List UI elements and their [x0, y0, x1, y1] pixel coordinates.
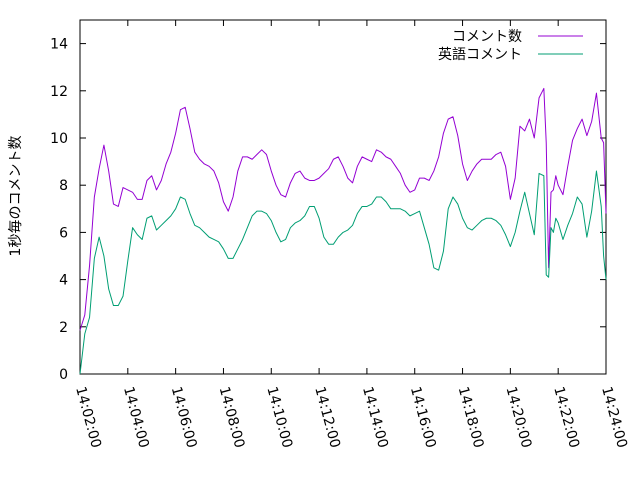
x-tick-label: 14:12:00 [311, 385, 343, 450]
x-tick-label: 14:24:00 [598, 385, 630, 450]
y-tick-label: 6 [59, 225, 68, 241]
y-tick-label: 0 [59, 367, 68, 383]
legend-label-0: コメント数 [452, 29, 522, 45]
series-line-0 [79, 87, 607, 331]
x-tick-label: 14:14:00 [359, 385, 391, 450]
x-tick-label: 14:22:00 [550, 385, 582, 450]
y-axis-label: 1秒毎のコメント数 [8, 136, 24, 257]
x-tick-label: 14:16:00 [407, 385, 439, 450]
x-tick-label: 14:06:00 [168, 385, 200, 450]
x-tick-label: 14:02:00 [72, 385, 104, 450]
series-layer [79, 87, 607, 375]
x-tick-label: 14:18:00 [455, 385, 487, 450]
y-axis: 0 2 4 6 8 10 12 14 [50, 37, 606, 383]
series-line-1 [79, 170, 607, 375]
legend-label-1: 英語コメント [438, 46, 522, 63]
x-tick-label: 14:10:00 [263, 385, 295, 450]
plot-border [79, 19, 607, 375]
x-tick-label: 14:08:00 [216, 385, 248, 450]
y-tick-label: 2 [59, 320, 68, 336]
x-axis: 14:02:00 14:04:00 14:06:00 14:08:00 14:10:00… [72, 20, 630, 450]
plot-frame [79, 19, 607, 375]
x-tick-label: 14:04:00 [120, 385, 152, 450]
y-tick-label: 14 [50, 37, 68, 53]
y-tick-label: 8 [59, 178, 68, 194]
y-tick-label: 10 [50, 131, 68, 147]
x-tick-label: 14:20:00 [502, 385, 534, 450]
y-tick-label: 4 [59, 273, 68, 289]
y-tick-label: 12 [50, 84, 68, 100]
